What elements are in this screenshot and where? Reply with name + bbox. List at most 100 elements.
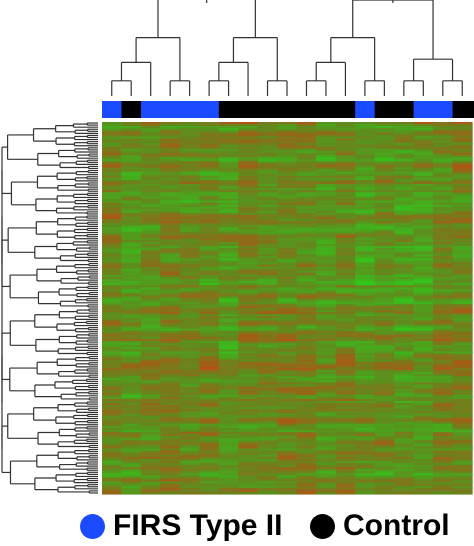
- heat-cell: [140, 454, 162, 458]
- heat-cell: [452, 272, 473, 276]
- heat-cell: [394, 489, 415, 493]
- heat-cell: [238, 277, 259, 280]
- heat-cell: [296, 330, 317, 334]
- heat-cell: [296, 163, 317, 166]
- heat-cell: [374, 157, 395, 160]
- heat-cell: [335, 442, 356, 445]
- heat-cell: [238, 427, 259, 431]
- heat-cell: [238, 246, 259, 249]
- heat-cell: [179, 291, 200, 295]
- heat-cell: [316, 403, 337, 406]
- heat-cell: [102, 308, 123, 311]
- heat-cell: [277, 305, 298, 309]
- heat-cell: [452, 318, 473, 321]
- heat-cell: [335, 163, 356, 166]
- heat-cell: [335, 260, 356, 264]
- heat-cell: [199, 419, 220, 423]
- heat-cell: [257, 177, 278, 181]
- heat-cell: [199, 243, 220, 247]
- heat-cell: [355, 370, 376, 373]
- heat-cell: [394, 237, 415, 241]
- heat-cell: [433, 295, 454, 299]
- heat-cell: [179, 202, 200, 206]
- heat-cell: [296, 128, 317, 131]
- heat-cell: [394, 347, 415, 350]
- heat-cell: [238, 163, 259, 166]
- heat-cell: [335, 264, 356, 268]
- heat-cell: [394, 130, 415, 133]
- heat-cell: [238, 432, 259, 435]
- heat-cell: [355, 405, 376, 408]
- heat-cell: [257, 134, 278, 138]
- heat-cell: [355, 281, 376, 284]
- heat-cell: [140, 403, 162, 406]
- heat-cell: [355, 411, 376, 414]
- heat-cell: [102, 361, 123, 365]
- heat-cell: [238, 417, 259, 421]
- heat-cell: [394, 322, 415, 326]
- heat-cell: [433, 332, 454, 336]
- heat-cell: [121, 256, 142, 259]
- heat-cell: [218, 320, 239, 324]
- heat-cell: [355, 456, 376, 460]
- heat-cell: [179, 432, 200, 435]
- heat-cell: [199, 128, 220, 131]
- heat-cell: [394, 349, 415, 352]
- heat-cell: [277, 293, 298, 297]
- heat-cell: [296, 454, 317, 458]
- heat-cell: [199, 124, 220, 127]
- heat-cell: [316, 384, 337, 388]
- heat-cell: [218, 219, 239, 222]
- heat-cell: [140, 318, 162, 321]
- heat-cell: [355, 198, 376, 202]
- heat-cell: [179, 460, 200, 464]
- heat-cell: [102, 248, 123, 251]
- heat-cell: [413, 454, 434, 458]
- heat-cell: [374, 361, 395, 365]
- heat-cell: [179, 155, 200, 158]
- heat-cell: [179, 392, 200, 396]
- heat-cell: [238, 136, 259, 140]
- heat-cell: [199, 398, 220, 402]
- heat-cell: [277, 126, 298, 129]
- heat-cell: [413, 241, 434, 245]
- heat-cell: [374, 440, 395, 443]
- heat-cell: [433, 454, 454, 458]
- heat-cell: [199, 231, 220, 235]
- heat-cell: [413, 450, 434, 454]
- heat-cell: [433, 485, 454, 489]
- heat-cell: [316, 134, 337, 138]
- heat-cell: [277, 384, 298, 388]
- heat-cell: [160, 417, 181, 421]
- heat-cell: [238, 283, 259, 286]
- heat-cell: [316, 475, 337, 479]
- heat-cell: [277, 334, 298, 338]
- heat-cell: [218, 134, 239, 138]
- heat-cell: [335, 347, 356, 350]
- heat-cell: [257, 367, 278, 371]
- heat-cell: [413, 159, 434, 162]
- heat-cell: [335, 241, 356, 245]
- heat-cell: [452, 341, 473, 344]
- heat-cell: [160, 287, 181, 290]
- heat-cell: [296, 359, 317, 363]
- heat-cell: [277, 167, 298, 171]
- heat-cell: [413, 134, 434, 138]
- heat-cell: [296, 442, 317, 445]
- heat-cell: [102, 250, 123, 253]
- heat-cell: [433, 382, 454, 386]
- heat-cell: [257, 153, 278, 156]
- heat-cell: [179, 353, 200, 357]
- heat-cell: [335, 324, 356, 328]
- heat-cell: [199, 386, 220, 390]
- heat-cell: [121, 460, 142, 464]
- heat-cell: [218, 479, 239, 483]
- heat-cell: [316, 427, 337, 431]
- heat-cell: [160, 322, 181, 326]
- heat-cell: [316, 432, 337, 435]
- heat-cell: [433, 318, 454, 321]
- heat-cell: [277, 266, 298, 270]
- heat-cell: [179, 297, 200, 301]
- heat-cell: [160, 432, 181, 435]
- heat-cell: [238, 429, 259, 433]
